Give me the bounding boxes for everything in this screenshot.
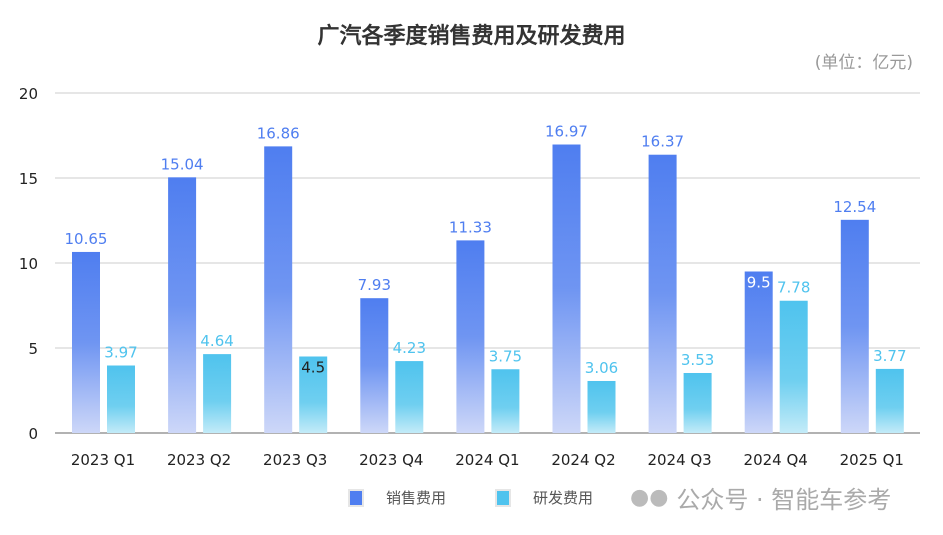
legend-label-rd: 研发费用 — [533, 489, 594, 507]
y-tick-label: 15 — [19, 170, 38, 188]
legend-label-sales: 销售费用 — [386, 489, 447, 507]
y-tick-label: 5 — [28, 340, 38, 358]
x-tick-label: 2023 Q2 — [167, 451, 231, 469]
bar-rd — [683, 372, 712, 433]
wechat-icon: ●● — [630, 485, 669, 510]
bar-sales — [72, 251, 100, 433]
data-label: 15.04 — [161, 155, 204, 173]
legend-item-rd[interactable]: 研发费用 — [495, 487, 593, 508]
data-label: 7.78 — [777, 279, 810, 297]
bar-sales — [648, 154, 677, 433]
data-label: 3.06 — [585, 359, 618, 377]
bar-sales — [840, 219, 869, 433]
bar-sales — [456, 240, 485, 433]
bar-rd — [107, 365, 135, 433]
bar-rd — [299, 356, 328, 433]
bar-rd — [779, 300, 808, 433]
x-tick-label: 2024 Q1 — [455, 451, 519, 469]
legend-swatch-rd — [495, 488, 511, 507]
data-label: 11.33 — [449, 218, 492, 236]
bar-sales — [360, 298, 389, 433]
legend-swatch-sales — [348, 488, 364, 507]
bar-sales — [744, 271, 773, 433]
data-label: 16.97 — [545, 123, 588, 141]
x-tick-label: 2023 Q3 — [263, 451, 327, 469]
data-label: 12.54 — [833, 198, 876, 216]
data-label: 16.37 — [641, 133, 684, 151]
x-tick-label: 2024 Q3 — [647, 451, 711, 469]
bar-rd — [875, 368, 904, 433]
watermark: ●● 公众号 · 智能车参考 — [630, 480, 891, 515]
bar-sales — [552, 144, 581, 433]
data-label: 16.86 — [257, 124, 300, 142]
y-tick-label: 10 — [19, 255, 38, 273]
x-tick-label: 2025 Q1 — [840, 451, 904, 469]
bar-sales — [264, 146, 293, 433]
data-label: 3.97 — [104, 344, 137, 362]
legend-item-sales[interactable]: 销售费用 — [348, 487, 446, 508]
bar-rd — [203, 354, 232, 433]
x-tick-label: 2024 Q4 — [744, 451, 808, 469]
data-label: 10.65 — [65, 230, 108, 248]
x-tick-label: 2024 Q2 — [551, 451, 615, 469]
bar-rd — [491, 369, 520, 433]
data-label: 4.5 — [301, 359, 325, 377]
data-label: 3.75 — [489, 347, 522, 365]
data-label: 7.93 — [358, 276, 391, 294]
watermark-text: 公众号 · 智能车参考 — [676, 486, 892, 514]
data-label: 3.53 — [681, 351, 714, 369]
x-tick-label: 2023 Q1 — [71, 451, 135, 469]
unit-note: (单位：亿元) — [814, 53, 913, 73]
data-label: 3.77 — [873, 347, 906, 365]
chart-title: 广汽各季度销售费用及研发费用 — [317, 24, 626, 49]
x-tick-label: 2023 Q4 — [359, 451, 423, 469]
bar-sales — [168, 177, 197, 433]
data-label: 4.23 — [393, 339, 426, 357]
y-tick-label: 0 — [28, 425, 38, 443]
bar-rd — [395, 361, 424, 433]
y-tick-label: 20 — [19, 85, 38, 103]
bar-rd — [587, 380, 616, 433]
data-label: 9.5 — [747, 274, 771, 292]
data-label: 4.64 — [200, 332, 233, 350]
